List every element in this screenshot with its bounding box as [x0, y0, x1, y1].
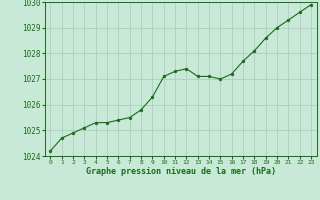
X-axis label: Graphe pression niveau de la mer (hPa): Graphe pression niveau de la mer (hPa) [86, 167, 276, 176]
